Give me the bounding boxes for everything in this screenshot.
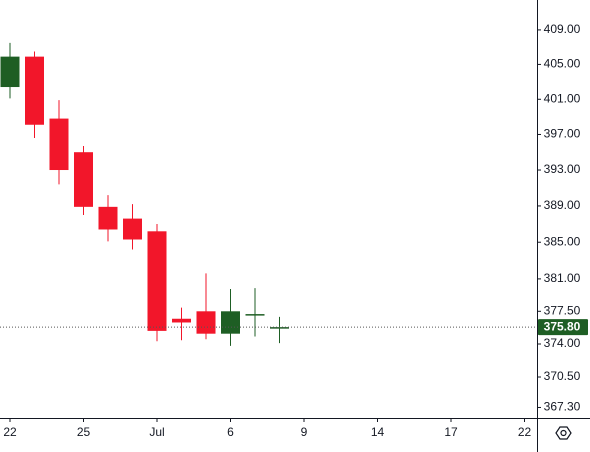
settings-button[interactable] (538, 419, 590, 452)
x-tick-label: 6 (227, 425, 234, 439)
y-tick-label: 405.00 (544, 57, 581, 71)
x-tick-label: 22 (518, 425, 532, 439)
candle-body (245, 314, 265, 316)
x-tick-label: 17 (444, 425, 458, 439)
x-tick-label: 25 (77, 425, 91, 439)
y-tick-label: 374.00 (544, 336, 581, 350)
candle-body (25, 56, 44, 125)
candle-body (221, 311, 240, 334)
candle-body (0, 56, 20, 88)
x-tick-label: 9 (301, 425, 308, 439)
y-tick-label: 397.00 (544, 127, 581, 141)
y-tick-label: 377.50 (544, 303, 581, 317)
candle-body (49, 118, 69, 171)
y-tick-label: 389.00 (544, 198, 581, 212)
x-tick-label: Jul (149, 425, 164, 439)
candle-body (196, 311, 216, 334)
candle-body (74, 152, 93, 207)
last-price-box (538, 319, 588, 336)
y-tick-label: 385.00 (544, 234, 581, 248)
y-tick-label: 367.30 (544, 400, 581, 414)
settings-icon[interactable] (555, 426, 572, 440)
y-tick-label: 370.50 (544, 369, 581, 383)
candle-body (147, 231, 167, 331)
y-tick-label: 381.00 (544, 271, 581, 285)
y-tick-label: 413.00 (544, 0, 581, 2)
candle-body (270, 327, 289, 329)
y-tick-label: 409.00 (544, 22, 581, 36)
settings-icon-dot[interactable] (560, 429, 567, 437)
last-price-label: 375.80 (544, 319, 581, 333)
y-tick-label: 393.00 (544, 162, 581, 176)
candle-body (172, 318, 191, 323)
x-tick-label: 14 (371, 425, 385, 439)
candle-body (98, 206, 118, 230)
x-tick-label: 22 (3, 425, 17, 439)
candle-body (123, 218, 142, 240)
y-tick-label: 401.00 (544, 91, 581, 105)
